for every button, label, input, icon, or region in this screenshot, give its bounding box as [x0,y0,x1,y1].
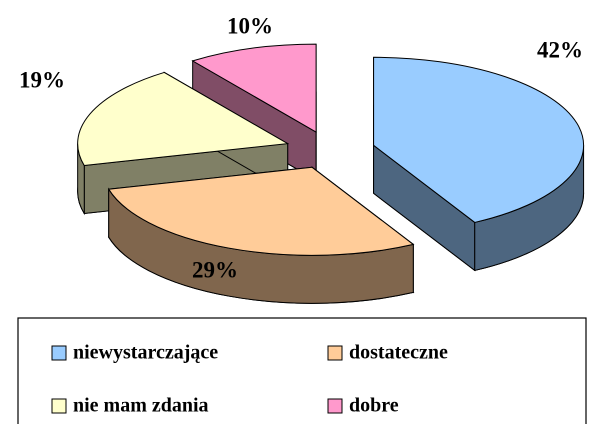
legend-label: dostateczne [349,342,448,364]
value-label: 19% [19,67,65,92]
legend-swatch [51,398,67,414]
legend-swatch [51,345,67,361]
slice-top [77,71,290,167]
legend-swatch [327,398,343,414]
legend-label: nie mam zdania [73,395,209,417]
legend-box [17,317,587,424]
slice [373,56,585,272]
slice-top [191,43,317,133]
value-label: 29% [192,257,238,282]
legend-label: dobre [349,395,399,417]
value-label: 42% [537,37,583,62]
slice-top [373,56,585,223]
slice [107,166,415,304]
slice-top [107,166,415,256]
legend-swatch [327,345,343,361]
value-label: 10% [227,13,273,38]
legend-label: niewystarczające [73,342,218,364]
